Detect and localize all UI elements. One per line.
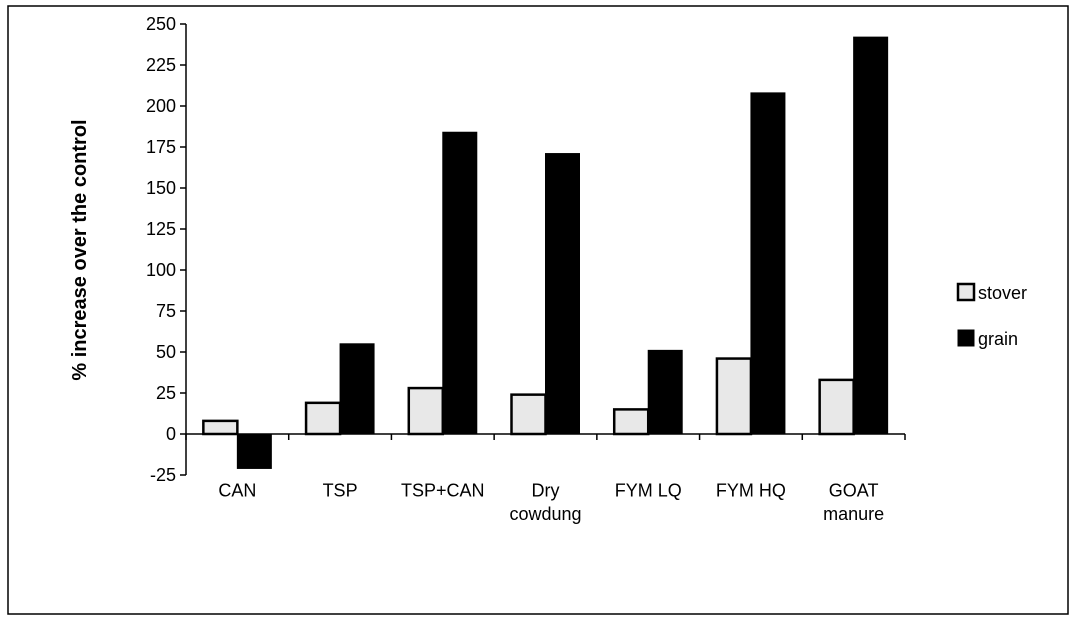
legend-label-stover: stover	[978, 283, 1027, 303]
legend-label-grain: grain	[978, 329, 1018, 349]
bar-grain	[853, 36, 889, 435]
bar-grain	[442, 131, 478, 435]
category-label: TSP+CAN	[401, 480, 485, 500]
category-label-line: TSP+CAN	[401, 480, 485, 500]
category-label: TSP	[323, 480, 358, 500]
category-label: FYM LQ	[615, 480, 682, 500]
bar-stover	[612, 408, 650, 436]
category-label-line: GOAT	[829, 480, 879, 500]
bar-grain	[647, 349, 683, 435]
y-tick-label: 250	[146, 14, 176, 34]
y-tick-label: 200	[146, 96, 176, 116]
bar-grain	[236, 433, 272, 469]
category-label-line: manure	[823, 504, 884, 524]
category-label-line: FYM LQ	[615, 480, 682, 500]
plot-area: -25 0 25 50 75 100 125 150 175 200 225 250 CAN TSP TSP…	[146, 14, 906, 524]
y-tick-label: 50	[156, 342, 176, 362]
bar-stover	[715, 357, 753, 436]
y-tick-label: 25	[156, 383, 176, 403]
y-tick-label: -25	[150, 465, 176, 485]
bar-stover	[304, 401, 342, 436]
legend-swatch-stover	[956, 282, 976, 302]
bar-grain	[750, 92, 786, 435]
category-label-line: TSP	[323, 480, 358, 500]
y-tick-label: 225	[146, 55, 176, 75]
legend-swatch-grain	[957, 329, 975, 347]
category-label-line: CAN	[218, 480, 256, 500]
category-label: CAN	[218, 480, 256, 500]
y-tick-label: 175	[146, 137, 176, 157]
category-label-line: FYM HQ	[716, 480, 786, 500]
bar-stover	[202, 419, 239, 436]
y-tick-label: 150	[146, 178, 176, 198]
y-tick-label: 75	[156, 301, 176, 321]
category-label-line: cowdung	[509, 504, 581, 524]
category-label: Dry cowdung	[509, 480, 581, 523]
y-axis-title: % increase over the control	[69, 119, 91, 380]
y-tick-label: 0	[166, 424, 176, 444]
category-label-line: Dry	[532, 480, 560, 500]
chart-border	[7, 5, 1069, 615]
y-tick-label: 100	[146, 260, 176, 280]
legend: stover grain	[956, 282, 1027, 349]
category-label: GOAT manure	[823, 480, 884, 523]
bar-stover	[510, 393, 547, 436]
category-label: FYM HQ	[716, 480, 786, 500]
bar-stover	[818, 378, 855, 436]
bar-stover	[407, 386, 445, 436]
y-tick-label: 125	[146, 219, 176, 239]
bar-grain	[545, 153, 580, 435]
bar-grain	[339, 343, 375, 435]
